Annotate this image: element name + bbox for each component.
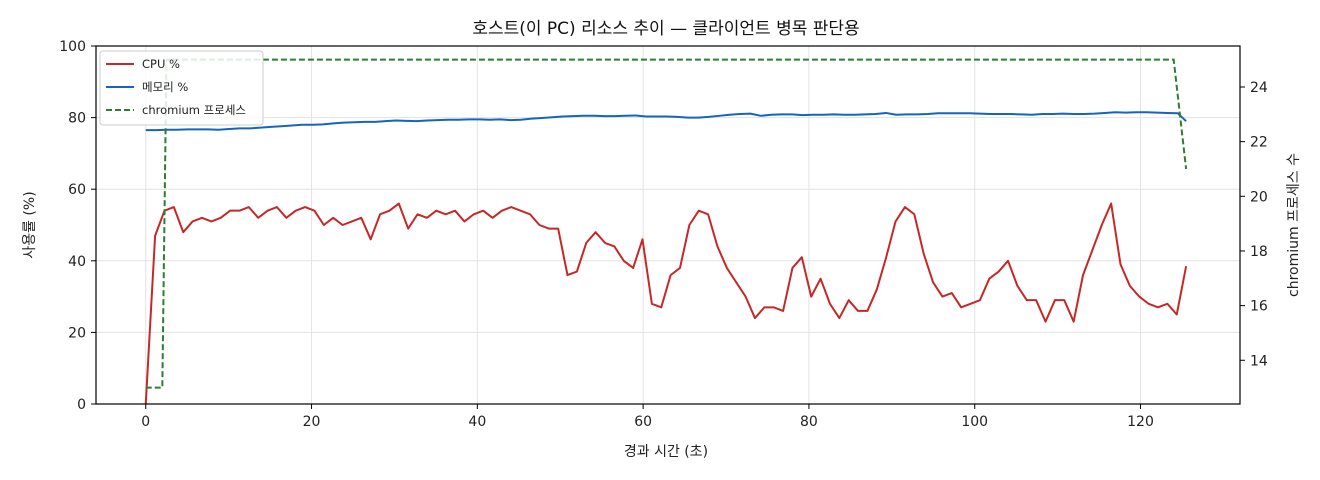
x-tick-label: 20	[303, 414, 321, 430]
y-left-axis-ticks: 0 20 40 60 80 100	[59, 39, 96, 413]
x-tick-label: 0	[141, 414, 150, 430]
x-tick-label: 120	[1127, 414, 1154, 430]
y-right-tick-label: 20	[1250, 189, 1268, 205]
legend-box	[99, 50, 264, 126]
legend-label: 메모리 %	[142, 80, 188, 94]
y-left-axis-title: 사용률 (%)	[22, 191, 38, 258]
y-right-tick-label: 18	[1250, 244, 1268, 260]
series-chromium-line	[145, 58, 1188, 389]
y-right-tick-label: 14	[1250, 353, 1268, 369]
x-tick-label: 40	[468, 414, 486, 430]
x-axis-title: 경과 시간 (초)	[624, 444, 708, 460]
y-left-tick-label: 0	[77, 397, 86, 413]
y-right-axis-title: chromium 프로세스 수	[1286, 153, 1302, 297]
series-cpu-line	[144, 202, 1188, 405]
plot-frame	[95, 45, 1241, 405]
y-right-tick-label: 24	[1250, 80, 1268, 96]
legend-label: CPU %	[142, 57, 180, 71]
y-left-tick-label: 100	[59, 39, 86, 55]
y-left-tick-label: 60	[68, 182, 86, 198]
y-right-tick-label: 16	[1250, 299, 1268, 315]
y-right-axis-ticks: 14 16 18 20 22 24	[1240, 80, 1268, 369]
legend-label: chromium 프로세스	[142, 103, 246, 117]
legend: CPU % 메모리 % chromium 프로세스	[99, 50, 264, 126]
y-left-tick-label: 80	[68, 111, 86, 127]
series-layer	[144, 58, 1188, 405]
grid	[96, 45, 1240, 405]
chart-title: 호스트(이 PC) 리소스 추이 — 클라이언트 병목 판단용	[472, 19, 859, 39]
x-tick-label: 80	[800, 414, 818, 430]
y-left-tick-label: 20	[68, 325, 86, 341]
x-tick-label: 60	[634, 414, 652, 430]
y-left-tick-label: 40	[68, 254, 86, 270]
y-right-tick-label: 22	[1250, 135, 1268, 151]
series-memory-line	[145, 111, 1187, 132]
x-axis-ticks: 0 20 40 60 80 100 120	[141, 404, 1154, 430]
x-tick-label: 100	[961, 414, 988, 430]
